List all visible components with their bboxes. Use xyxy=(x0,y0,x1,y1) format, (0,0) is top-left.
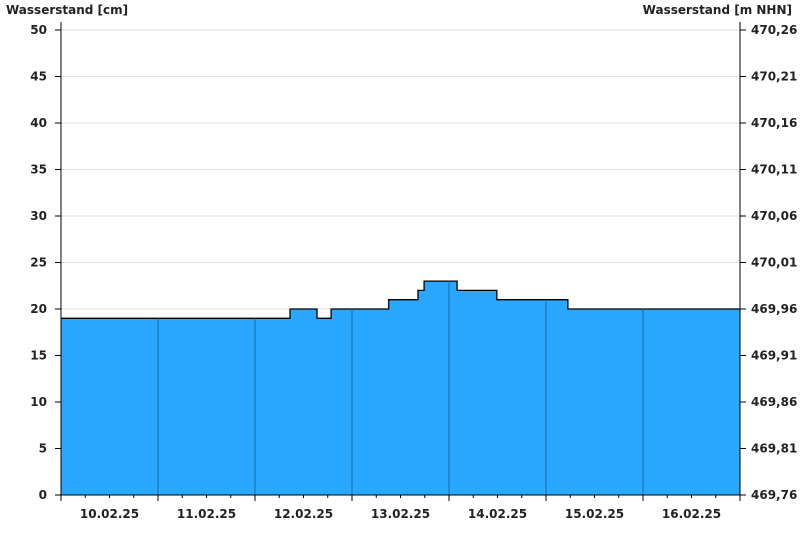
right-axis-title: Wasserstand [m NHN] xyxy=(643,3,792,17)
x-tick-label: 12.02.25 xyxy=(274,507,333,521)
right-tick-label: 469,86 xyxy=(751,395,797,409)
left-tick-label: 40 xyxy=(30,116,47,130)
left-tick-label: 45 xyxy=(30,70,47,84)
right-tick-label: 469,76 xyxy=(751,488,797,502)
x-tick-label: 10.02.25 xyxy=(80,507,139,521)
left-tick-label: 5 xyxy=(39,442,47,456)
right-tick-label: 470,21 xyxy=(751,70,797,84)
left-tick-label: 15 xyxy=(30,349,47,363)
area-fill xyxy=(61,281,740,495)
axes: 0 469,76 5 469,81 10 469,86 15 469,91 20 469,96 25… xyxy=(30,22,797,521)
data-area xyxy=(61,280,740,495)
series-line xyxy=(61,280,740,319)
x-tick-label: 15.02.25 xyxy=(565,507,624,521)
left-tick-label: 25 xyxy=(30,256,47,270)
right-tick-label: 470,16 xyxy=(751,116,797,130)
right-tick-label: 469,96 xyxy=(751,302,797,316)
x-tick-label: 14.02.25 xyxy=(468,507,527,521)
right-tick-label: 469,81 xyxy=(751,442,797,456)
left-tick-label: 30 xyxy=(30,209,47,223)
left-tick-label: 10 xyxy=(30,395,47,409)
right-tick-label: 470,11 xyxy=(751,163,797,177)
right-tick-label: 470,26 xyxy=(751,23,797,37)
x-tick-label: 11.02.25 xyxy=(177,507,236,521)
right-tick-label: 470,06 xyxy=(751,209,797,223)
left-tick-label: 35 xyxy=(30,163,47,177)
left-tick-label: 0 xyxy=(39,488,47,502)
left-tick-label: 50 xyxy=(30,23,47,37)
right-tick-label: 469,91 xyxy=(751,349,797,363)
x-tick-label: 16.02.25 xyxy=(662,507,721,521)
left-tick-label: 20 xyxy=(30,302,47,316)
right-tick-label: 470,01 xyxy=(751,256,797,270)
x-tick-label: 13.02.25 xyxy=(371,507,430,521)
left-axis-title: Wasserstand [cm] xyxy=(6,3,128,17)
